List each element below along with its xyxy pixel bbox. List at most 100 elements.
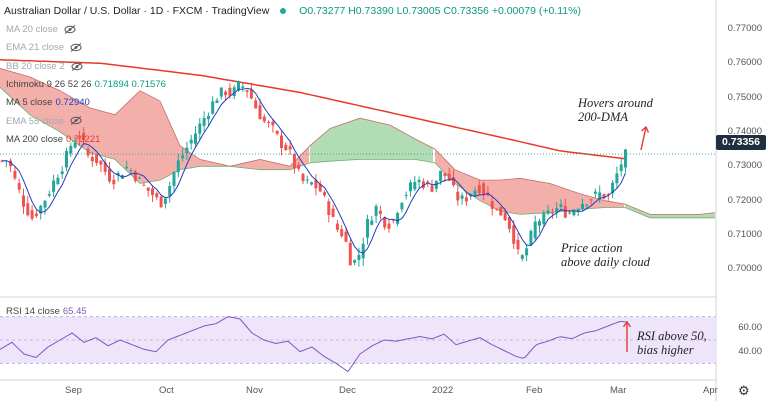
indicator-row[interactable]: EMA 21 close	[6, 42, 82, 53]
candle-down	[563, 205, 567, 218]
indicator-label: MA 200 close	[6, 133, 64, 145]
rsi-tick-label: 40.00	[738, 345, 762, 357]
time-tick-label: Feb	[526, 385, 543, 396]
candle-up	[611, 182, 615, 194]
candle-down	[606, 194, 610, 196]
candle-up	[413, 182, 417, 190]
rsi-value: 65.45	[62, 306, 87, 317]
candle-up	[546, 210, 550, 214]
candle-down	[426, 181, 430, 183]
candle-down	[589, 199, 593, 201]
price-tick-label: 0.74000	[727, 125, 762, 137]
candle-down	[477, 184, 481, 194]
candle-up	[598, 192, 602, 199]
price-tick-label: 0.75000	[727, 91, 762, 103]
candle-down	[516, 239, 520, 250]
price-tick-label: 0.72000	[727, 194, 762, 206]
candle-down	[77, 137, 81, 139]
candle-down	[155, 193, 159, 198]
candle-down	[318, 183, 322, 192]
candle-up	[404, 194, 408, 196]
indicator-row[interactable]: MA 5 close 0.72940	[6, 97, 90, 108]
indicator-row[interactable]: MA 20 close	[6, 24, 76, 35]
candle-up	[593, 191, 597, 194]
indicator-row[interactable]: EMA 55 close	[6, 116, 82, 127]
candle-down	[348, 242, 352, 266]
symbol-title[interactable]: Australian Dollar / U.S. Dollar · 1D · F…	[4, 5, 270, 17]
candle-up	[417, 179, 421, 183]
candle-up	[168, 185, 172, 196]
time-tick-label: Mar	[610, 385, 627, 396]
candle-up	[73, 142, 77, 148]
gear-icon[interactable]: ⚙	[738, 383, 750, 398]
candle-down	[447, 173, 451, 181]
ma5-line	[1, 87, 626, 254]
candle-up	[52, 180, 56, 192]
candle-down	[30, 210, 34, 219]
candle-up	[439, 170, 443, 182]
candle-down	[99, 160, 103, 165]
rsi-legend[interactable]: RSI 14 close 65.45	[6, 306, 87, 317]
candle-up	[47, 194, 51, 196]
annotation-200dma: Hovers around 200-DMA	[578, 96, 653, 124]
hidden-eye-icon[interactable]	[70, 116, 82, 126]
hidden-eye-icon[interactable]	[70, 43, 82, 53]
candle-down	[34, 213, 38, 217]
candle-up	[525, 248, 529, 256]
candle-down	[297, 164, 301, 169]
ma200-line	[0, 59, 626, 160]
candle-up	[400, 202, 404, 210]
indicator-label: BB 20 close 2	[6, 60, 65, 72]
candle-up	[116, 172, 120, 176]
time-tick-label: Oct	[159, 385, 174, 396]
indicator-row[interactable]: Ichimoku 9 26 52 26 0.71894 0.71576	[6, 79, 166, 90]
candle-down	[151, 188, 154, 196]
candle-up	[194, 133, 197, 144]
candle-down	[280, 135, 283, 148]
candle-down	[90, 156, 94, 162]
candle-down	[391, 219, 395, 221]
cloud-span-a	[0, 68, 716, 215]
candle-down	[146, 187, 150, 191]
candle-down	[383, 217, 387, 228]
candle-down	[344, 231, 348, 242]
candle-down	[499, 206, 503, 216]
candle-down	[482, 183, 486, 195]
indicator-row[interactable]: BB 20 close 2	[6, 61, 83, 72]
candle-up	[65, 150, 68, 168]
candle-down	[82, 132, 86, 140]
bearish-cloud	[435, 149, 624, 215]
rsi-up-arrow-head	[622, 320, 632, 328]
candle-down	[323, 192, 326, 196]
hidden-eye-icon[interactable]	[71, 61, 83, 71]
rsi-label: RSI 14 close	[6, 306, 60, 317]
annotation-cloud-text: Price action above daily cloud	[561, 241, 650, 269]
indicator-label: MA 20 close	[6, 24, 58, 35]
candle-down	[443, 173, 447, 176]
candle-up	[39, 205, 43, 214]
candle-up	[396, 212, 400, 224]
time-tick-label: Apr	[703, 385, 718, 396]
candle-up	[60, 171, 64, 175]
candle-down	[9, 160, 13, 167]
candle-up	[542, 212, 546, 225]
candle-up	[374, 206, 378, 216]
candle-down	[340, 229, 344, 237]
candle-up	[202, 118, 206, 126]
candle-down	[327, 201, 331, 215]
indicator-row[interactable]: MA 200 close 0.73221	[6, 134, 100, 145]
candle-down	[331, 208, 335, 217]
candle-up	[581, 203, 584, 210]
candle-down	[142, 184, 146, 186]
candle-up	[529, 230, 533, 245]
candle-up	[181, 155, 185, 159]
hidden-eye-icon[interactable]	[64, 25, 76, 34]
annotation-rsi-text: RSI above 50, bias higher	[637, 329, 707, 357]
bullish-cloud	[625, 204, 715, 218]
candle-down	[17, 183, 21, 190]
candle-up	[559, 204, 563, 207]
indicator-value: 0.72940	[55, 97, 90, 109]
candle-up	[211, 101, 215, 114]
rsi-line	[0, 316, 628, 373]
